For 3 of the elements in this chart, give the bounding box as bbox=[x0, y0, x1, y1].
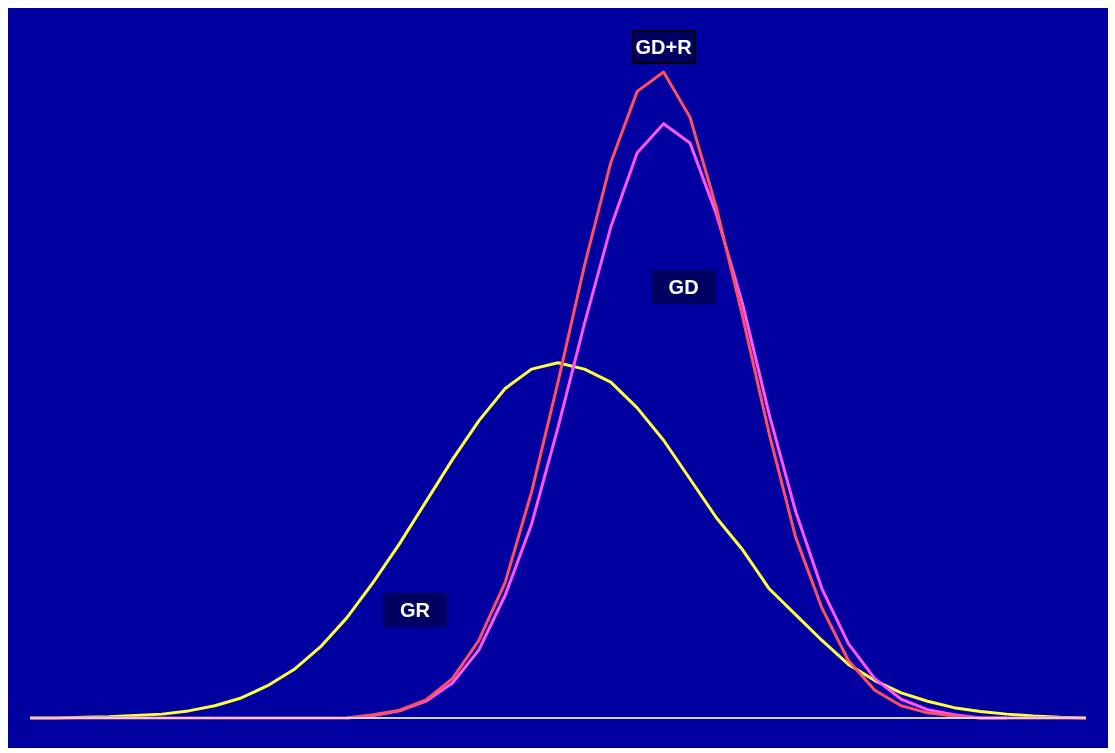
series-label: GD+R bbox=[631, 30, 696, 64]
series-label: GD bbox=[651, 270, 716, 304]
series-label: GR bbox=[383, 593, 447, 627]
